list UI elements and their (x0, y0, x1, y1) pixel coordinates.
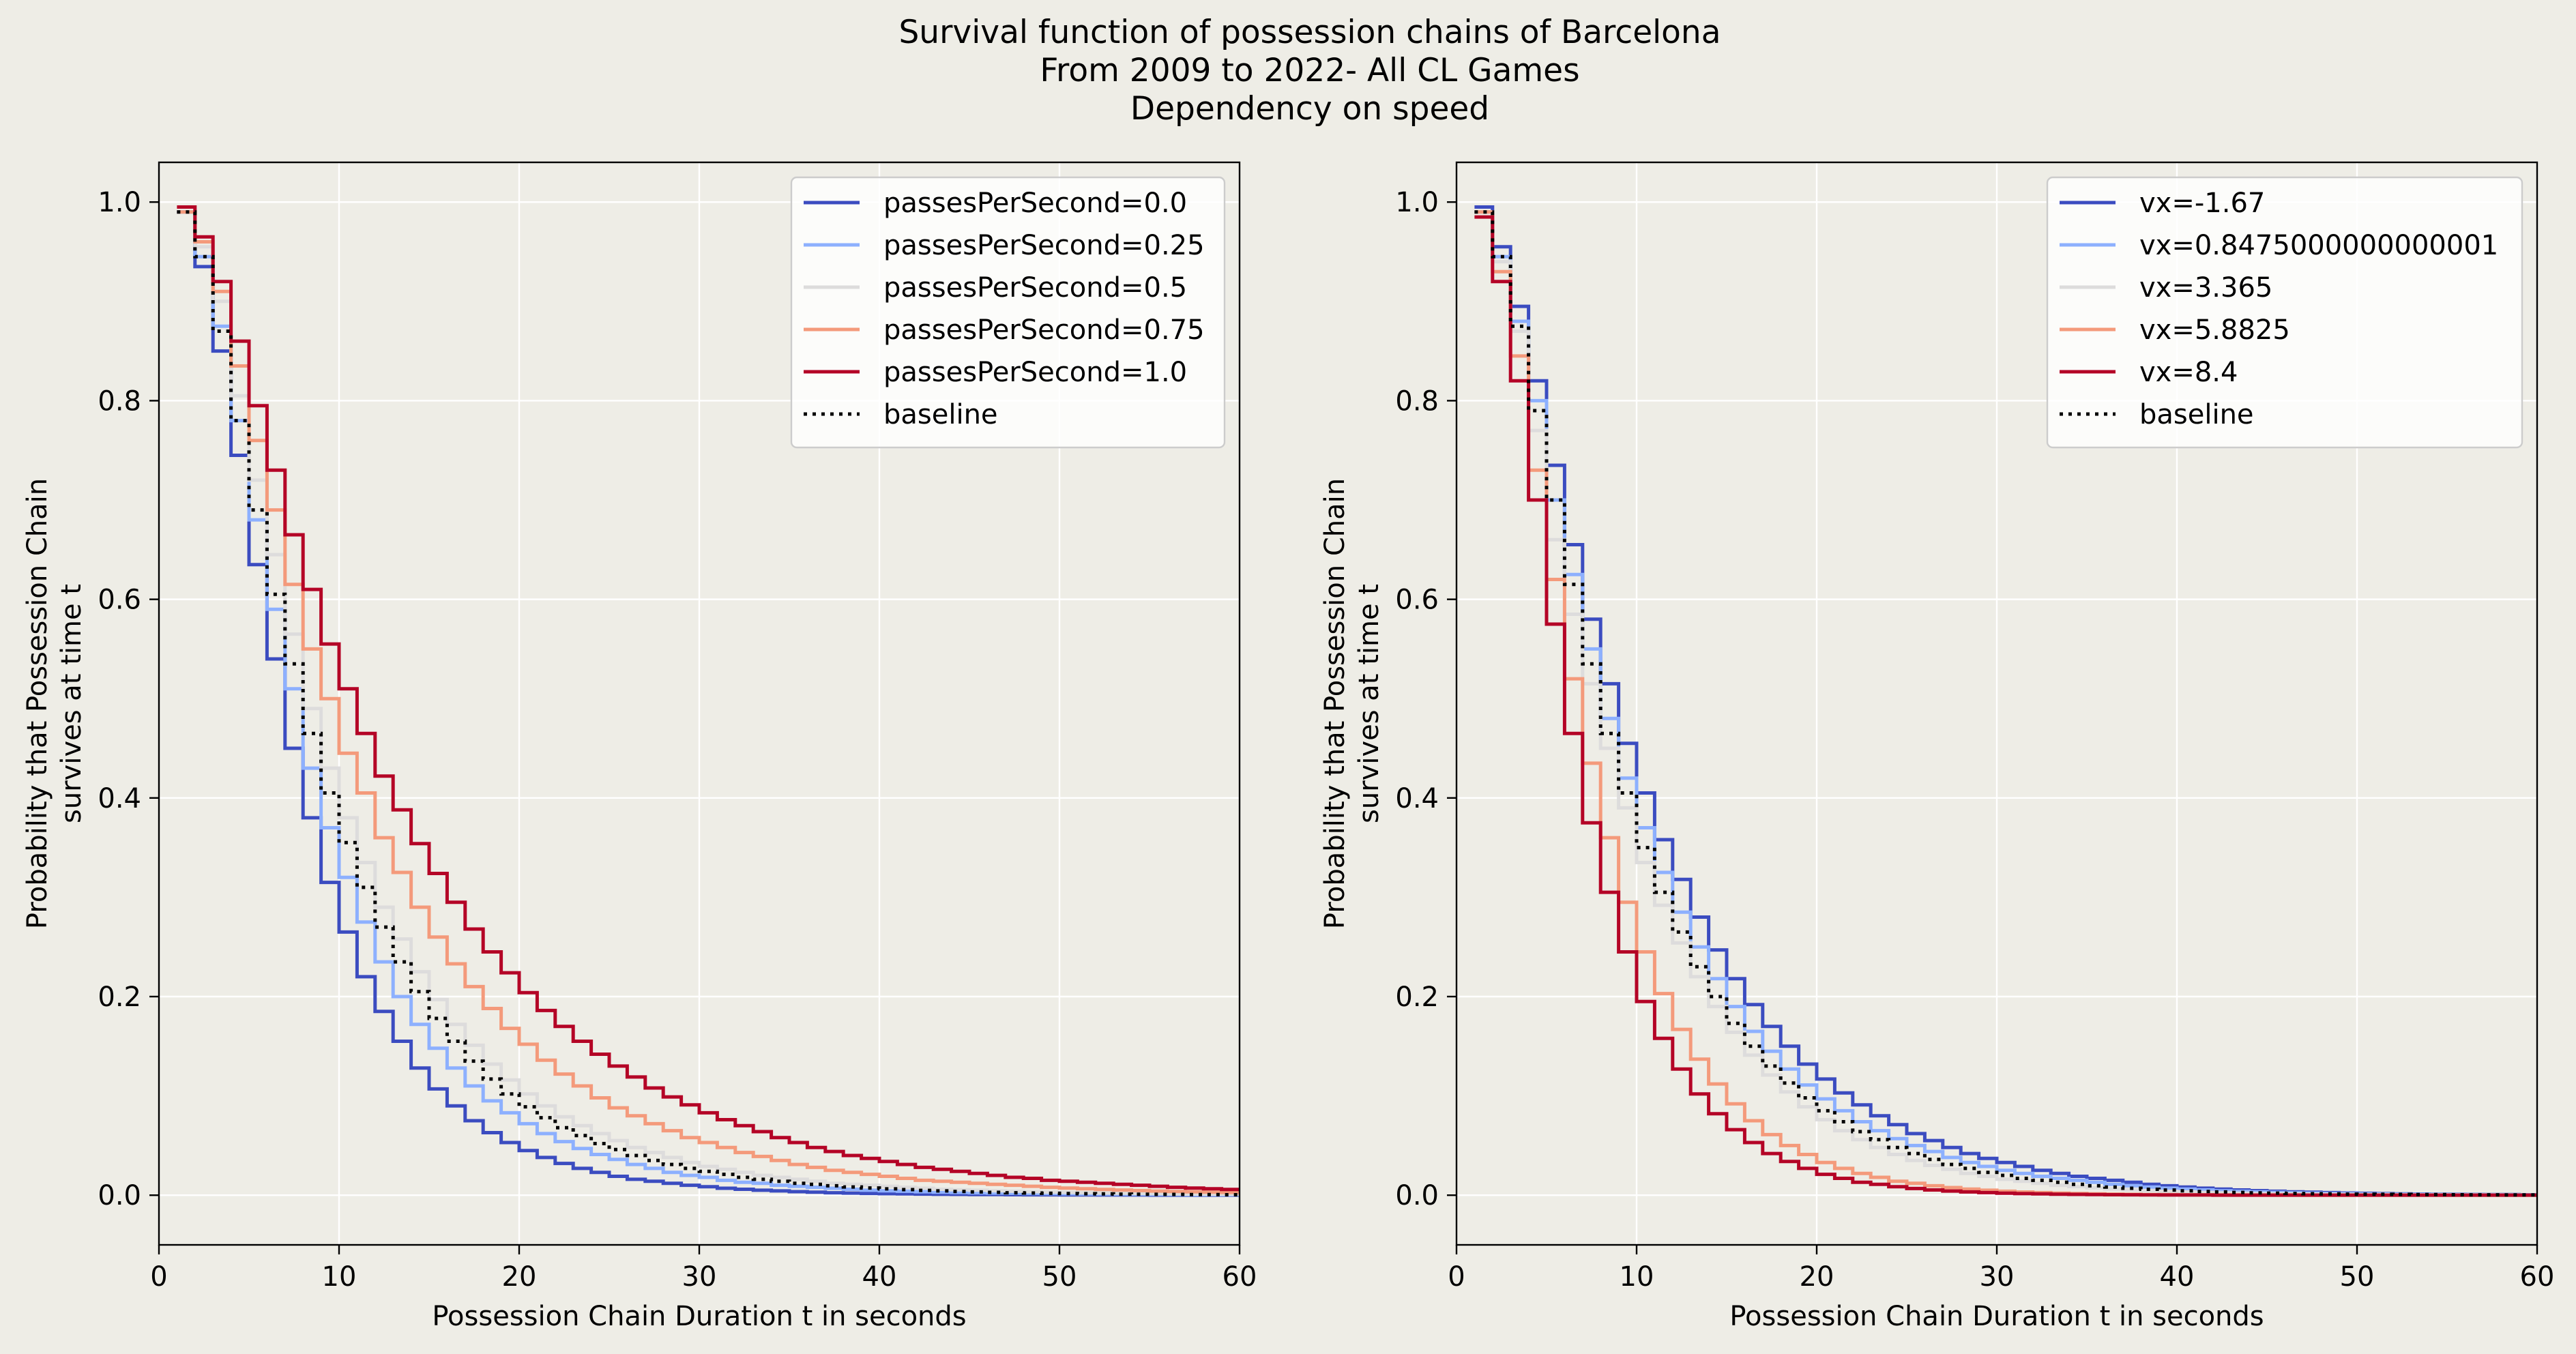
x-tick-label: 60 (2520, 1261, 2555, 1293)
legend-label: passesPerSecond=1.0 (883, 357, 1187, 388)
legend-box (2046, 176, 2523, 449)
legend-label: passesPerSecond=0.5 (883, 272, 1187, 304)
series-line-3 (177, 210, 1240, 1196)
legend-label: passesPerSecond=0.75 (883, 314, 1205, 346)
legend-label: vx=5.8825 (2139, 314, 2290, 346)
x-tick-label: 30 (1980, 1261, 2015, 1293)
legend-label: vx=3.365 (2139, 272, 2272, 304)
x-tick-label: 10 (1620, 1261, 1654, 1293)
y-tick-label: 0.6 (98, 585, 141, 616)
legend-box (790, 176, 1226, 449)
title-line-2: From 2009 to 2022- All CL Games (1040, 52, 1579, 89)
series-group (177, 205, 1240, 1197)
figure-title: Survival function of possession chains o… (898, 14, 1721, 128)
y-axis-label-line-1: Probability that Possession Chain (1319, 478, 1351, 929)
series-group (1474, 205, 2537, 1197)
legend-label: vx=-1.67 (2139, 188, 2265, 219)
right-survival-chart: 0 10 20 30 40 50 60 0.0 0.2 0.4 0.6 0.8 1.0 Possessio… (1319, 161, 2555, 1332)
legend: passesPerSecond=0.0 passesPerSecond=0.25 p… (790, 176, 1226, 449)
x-tick-label: 50 (2340, 1261, 2375, 1293)
legend-label: vx=8.4 (2139, 357, 2238, 388)
y-tick-label: 0.2 (98, 982, 141, 1013)
legend-label: vx=0.8475000000000001 (2139, 230, 2498, 261)
y-tick-label: 0.8 (98, 385, 141, 417)
x-axis-label: Possession Chain Duration t in seconds (1729, 1301, 2264, 1332)
series-line-5 (177, 205, 1240, 1192)
y-tick-label: 1.0 (98, 187, 141, 218)
y-tick-label: 0.0 (1395, 1180, 1439, 1211)
series-line-4 (177, 210, 1240, 1194)
x-tick-label: 0 (150, 1261, 167, 1293)
legend: vx=-1.67 vx=0.8475000000000001 vx=3.365 vx=… (2046, 176, 2523, 449)
left-survival-chart: 0 10 20 30 40 50 60 0.0 0.2 0.4 0.6 0.8 1.0 Possessio… (22, 161, 1257, 1332)
x-tick-label: 40 (2160, 1261, 2195, 1293)
x-tick-label: 40 (862, 1261, 897, 1293)
x-axis-label: Possession Chain Duration t in seconds (432, 1301, 966, 1332)
y-tick-label: 0.6 (1395, 585, 1439, 616)
y-axis-label-line-2: survives at time t (56, 584, 87, 823)
legend-label: baseline (2139, 399, 2254, 430)
series-line-6 (177, 210, 1240, 1196)
x-tick-label: 0 (1448, 1261, 1465, 1293)
y-axis-label-line-1: Probability that Possession Chain (22, 478, 53, 929)
x-tick-label: 20 (502, 1261, 537, 1293)
legend-label: passesPerSecond=0.25 (883, 230, 1205, 261)
legend-label: passesPerSecond=0.0 (883, 188, 1187, 219)
y-tick-label: 1.0 (1395, 187, 1439, 218)
y-tick-label: 0.8 (1395, 385, 1439, 417)
x-tick-label: 60 (1223, 1261, 1257, 1293)
y-tick-label: 0.0 (98, 1180, 141, 1211)
y-axis-label-line-2: survives at time t (1353, 584, 1385, 823)
y-tick-label: 0.4 (1395, 783, 1439, 814)
title-line-3: Dependency on speed (1130, 90, 1489, 128)
series-line-5 (1474, 215, 2537, 1197)
x-tick-label: 30 (682, 1261, 717, 1293)
x-tick-label: 50 (1042, 1261, 1077, 1293)
legend-label: baseline (883, 399, 998, 430)
x-tick-label: 10 (322, 1261, 357, 1293)
y-tick-label: 0.2 (1395, 982, 1439, 1013)
y-tick-label: 0.4 (98, 783, 141, 814)
x-tick-label: 20 (1800, 1261, 1834, 1293)
title-line-1: Survival function of possession chains o… (898, 14, 1721, 51)
